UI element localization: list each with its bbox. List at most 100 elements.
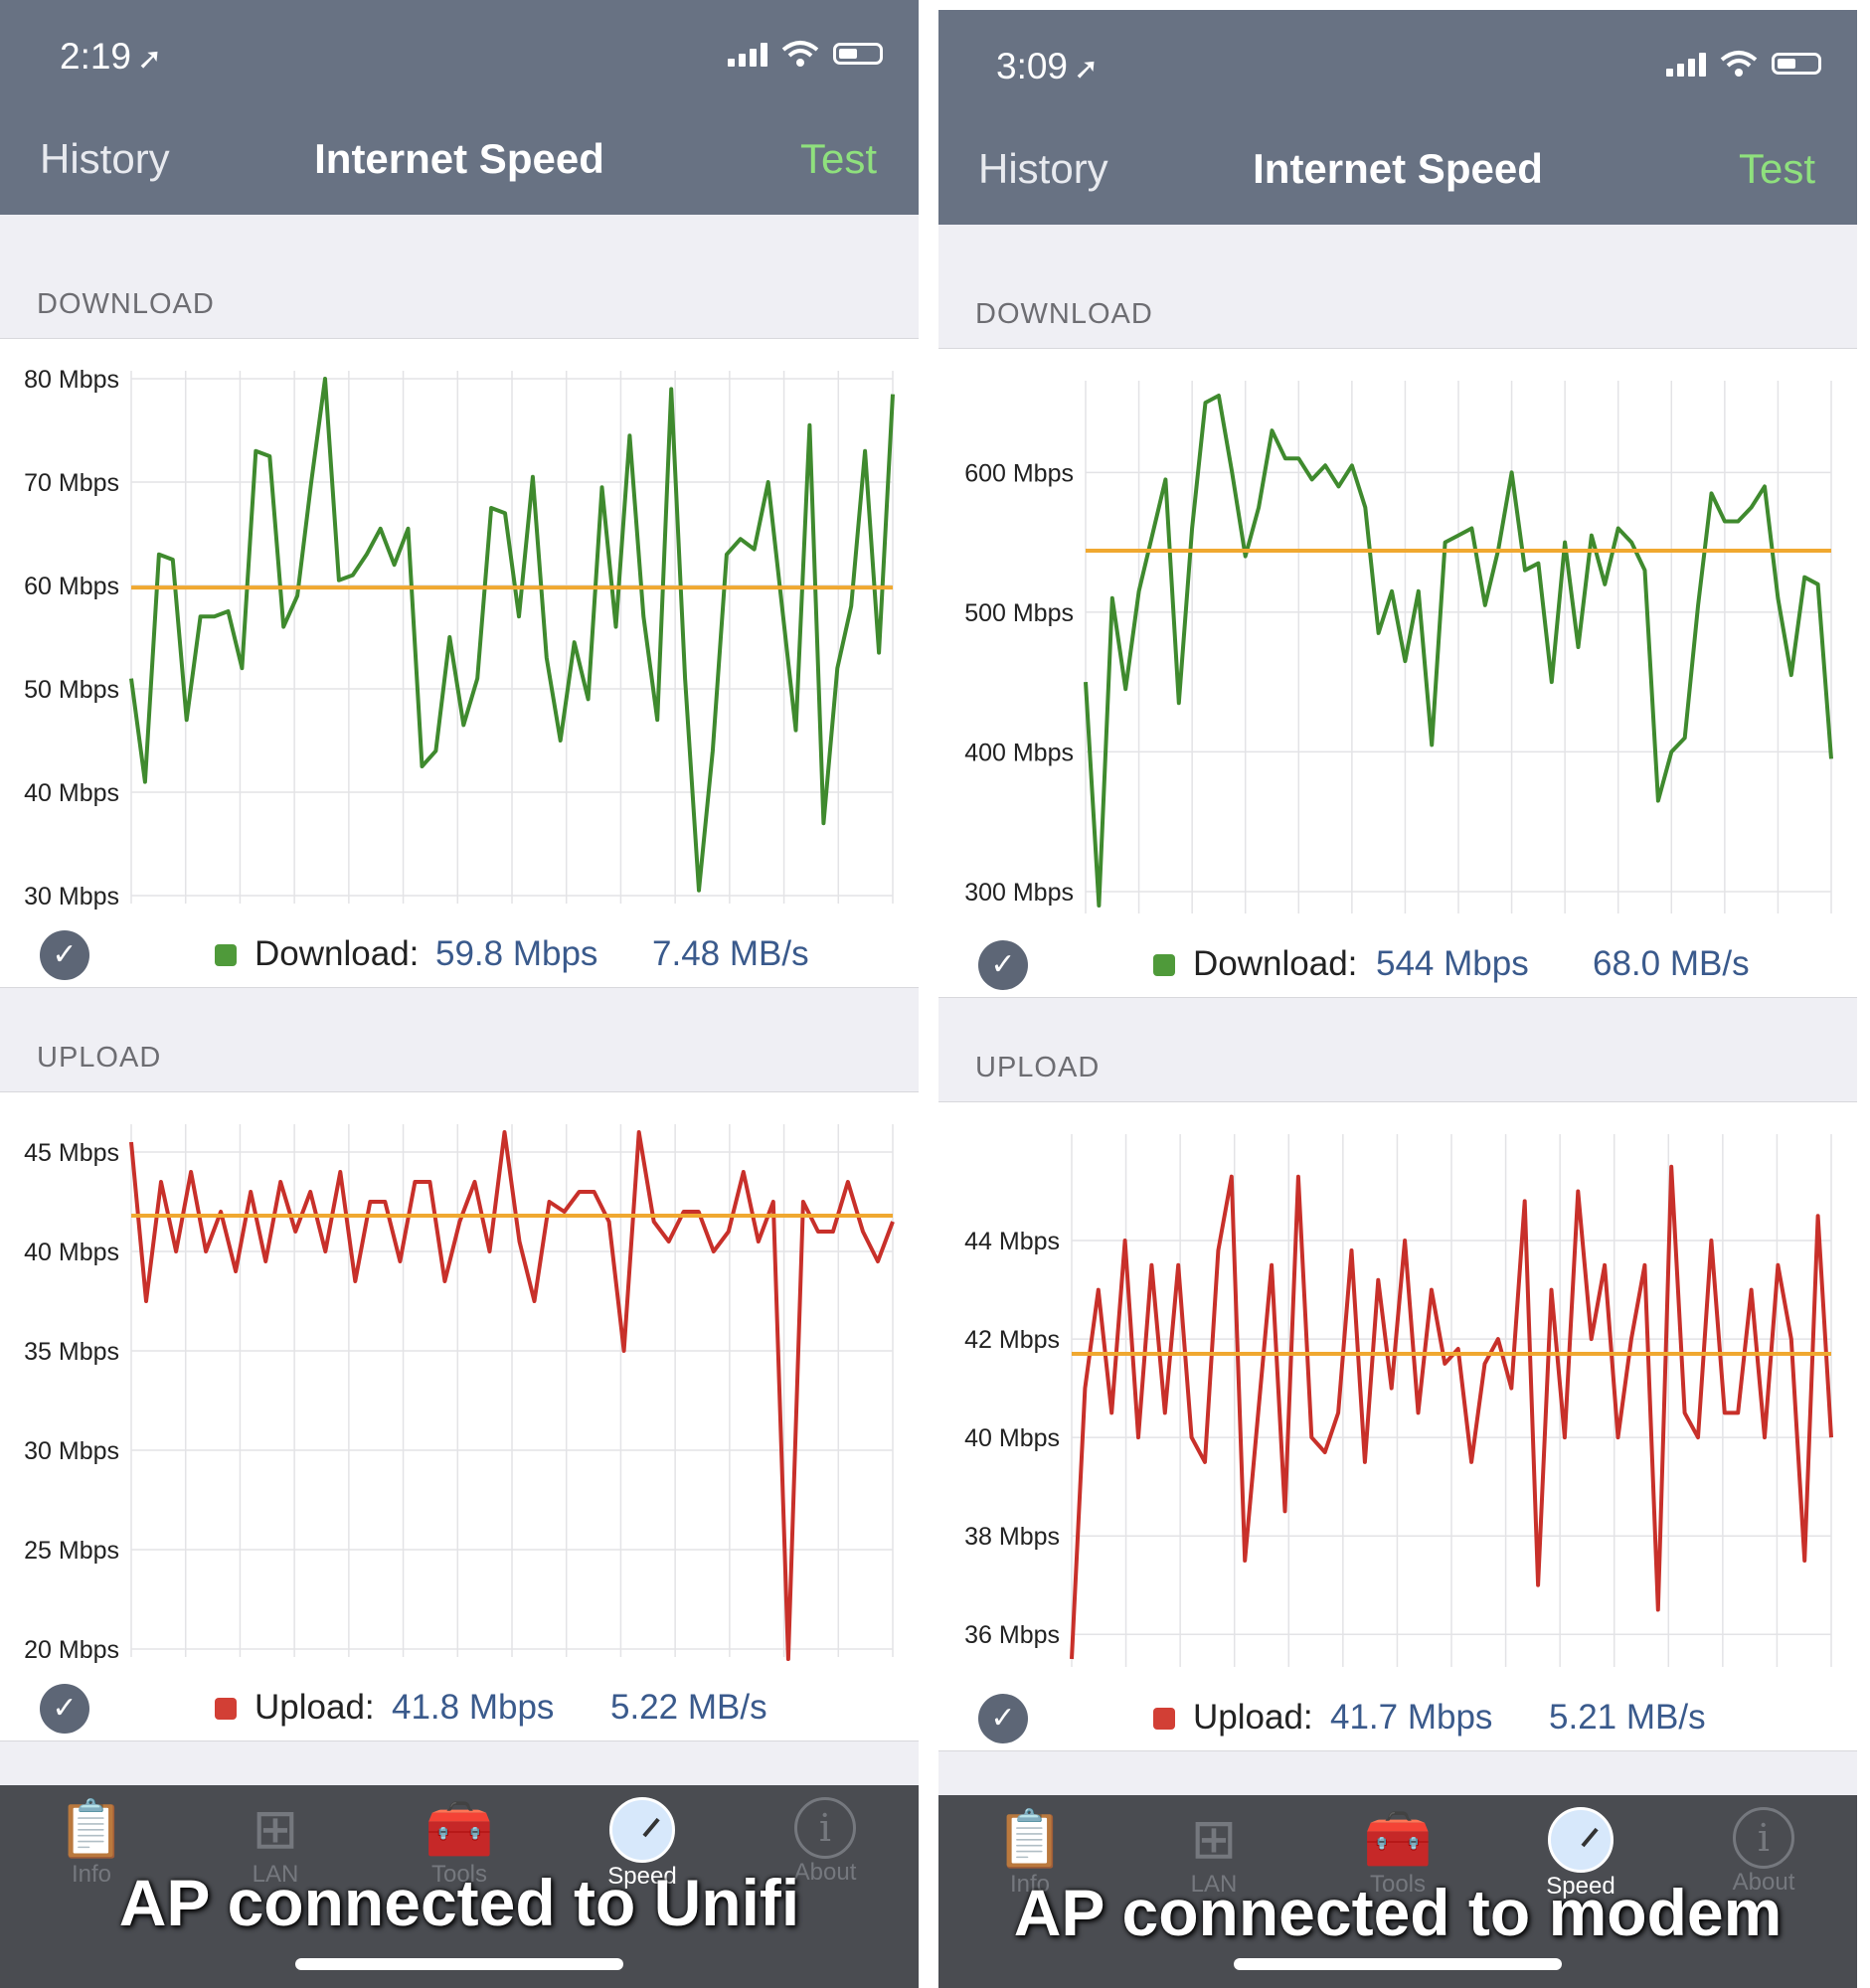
download-rate-value: 68.0 MB/s — [1593, 944, 1750, 983]
download-chart: 80 Mbps 70 Mbps 60 Mbps 50 Mbps 40 Mbps 30 Mb… — [24, 366, 895, 911]
test-button[interactable]: Test — [1738, 145, 1815, 192]
tab-tools[interactable]: 🧰 Tools — [408, 1797, 511, 1889]
upload-rate-value: 5.21 MB/s — [1549, 1698, 1706, 1737]
download-rate-value: 7.48 MB/s — [652, 934, 809, 973]
location-arrow-icon: ➚ — [1074, 53, 1100, 85]
history-button[interactable]: History — [40, 135, 170, 182]
y-tick-label: 80 Mbps — [24, 366, 119, 394]
y-tick-label: 20 Mbps — [24, 1636, 119, 1664]
series-line — [1070, 1164, 1833, 1660]
screenshot-panel-left: 2:19 ➚ History Internet Speed Test DOWNLO… — [0, 0, 919, 1988]
tab-about[interactable]: i About — [1712, 1807, 1815, 1897]
battery-icon — [1772, 53, 1821, 75]
info-icon: i — [794, 1797, 856, 1859]
tab-info[interactable]: 📋 Info — [40, 1797, 143, 1889]
tab-speed[interactable]: Speed — [591, 1797, 694, 1891]
y-tick-label: 38 Mbps — [964, 1523, 1060, 1551]
series-line — [129, 377, 895, 893]
nav-header: 3:09 ➚ History Internet Speed Test — [938, 10, 1857, 225]
clipboard-icon: 📋 — [995, 1807, 1065, 1870]
tab-lan[interactable]: ⊞ LAN — [1162, 1807, 1266, 1899]
upload-speed-value: 41.8 Mbps — [392, 1688, 555, 1727]
caption-text: AP connected to Unifi — [118, 1866, 800, 1939]
y-tick-label: 36 Mbps — [964, 1621, 1060, 1649]
speedometer-icon — [1548, 1807, 1614, 1873]
y-tick-label: 600 Mbps — [964, 459, 1074, 487]
y-tick-label: 400 Mbps — [964, 739, 1074, 766]
wifi-icon — [781, 41, 819, 67]
tab-info[interactable]: 📋 Info — [978, 1807, 1082, 1899]
tab-about[interactable]: i About — [773, 1797, 877, 1887]
y-tick-label: 25 Mbps — [24, 1537, 119, 1565]
download-card: 80 Mbps 70 Mbps 60 Mbps 50 Mbps 40 Mbps 30 Mb… — [0, 338, 919, 988]
checkmark-icon: ✓ — [40, 1684, 89, 1734]
upload-section-label: UPLOAD — [975, 1052, 1101, 1083]
download-card: 600 Mbps 500 Mbps 400 Mbps 300 Mbps ✓ Downl… — [938, 348, 1857, 998]
upload-chart: 45 Mbps 40 Mbps 35 Mbps 30 Mbps 25 Mbps 20 Mb… — [24, 1124, 895, 1664]
y-tick-label: 42 Mbps — [964, 1326, 1060, 1354]
upload-chart: 44 Mbps 42 Mbps 40 Mbps 38 Mbps 36 Mbps — [964, 1134, 1833, 1667]
upload-speed-value: 41.7 Mbps — [1330, 1698, 1493, 1737]
y-tick-label: 44 Mbps — [964, 1228, 1060, 1255]
y-tick-label: 45 Mbps — [24, 1139, 119, 1167]
upload-legend: ✓ Upload: 41.7 Mbps 5.21 MB/s — [938, 1686, 1857, 1755]
download-speed-value: 59.8 Mbps — [435, 934, 598, 973]
checkmark-icon: ✓ — [978, 1694, 1028, 1743]
checkmark-icon: ✓ — [978, 940, 1028, 990]
tab-speed[interactable]: Speed — [1529, 1807, 1632, 1901]
upload-rate-value: 5.22 MB/s — [610, 1688, 767, 1727]
download-chart: 600 Mbps 500 Mbps 400 Mbps 300 Mbps — [964, 381, 1833, 913]
home-indicator[interactable] — [1234, 1958, 1562, 1970]
y-tick-label: 60 Mbps — [24, 573, 119, 600]
toolbox-icon: 🧰 — [425, 1797, 494, 1860]
y-tick-label: 70 Mbps — [24, 469, 119, 497]
upload-card: 44 Mbps 42 Mbps 40 Mbps 38 Mbps 36 Mbps ✓ Up… — [938, 1101, 1857, 1751]
tab-bar: 📋 Info ⊞ LAN 🧰 Tools Speed i About AP connec… — [0, 1785, 919, 1988]
battery-icon — [833, 43, 883, 65]
toolbox-icon: 🧰 — [1363, 1807, 1433, 1870]
upload-legend-label: Upload: — [255, 1688, 375, 1727]
test-button[interactable]: Test — [799, 135, 877, 182]
download-swatch — [1153, 954, 1175, 976]
network-icon: ⊞ — [252, 1797, 299, 1860]
info-icon: i — [1733, 1807, 1794, 1869]
y-tick-label: 500 Mbps — [964, 599, 1074, 627]
network-icon: ⊞ — [1190, 1807, 1238, 1870]
upload-card: 45 Mbps 40 Mbps 35 Mbps 30 Mbps 25 Mbps 20 Mb… — [0, 1091, 919, 1741]
download-section-label: DOWNLOAD — [975, 298, 1153, 330]
status-time: 2:19 ➚ — [60, 36, 163, 77]
upload-legend: ✓ Upload: 41.8 Mbps 5.22 MB/s — [0, 1676, 919, 1745]
nav-header: 2:19 ➚ History Internet Speed Test — [0, 0, 919, 215]
caption-text: AP connected to modem — [1013, 1876, 1783, 1949]
upload-section-label: UPLOAD — [37, 1042, 162, 1074]
clipboard-icon: 📋 — [57, 1797, 126, 1860]
download-speed-value: 544 Mbps — [1376, 944, 1529, 983]
upload-legend-label: Upload: — [1193, 1698, 1313, 1737]
history-button[interactable]: History — [978, 145, 1108, 192]
download-swatch — [215, 944, 237, 966]
home-indicator[interactable] — [295, 1958, 623, 1970]
upload-swatch — [1153, 1708, 1175, 1730]
speedometer-icon — [609, 1797, 675, 1863]
y-tick-label: 35 Mbps — [24, 1338, 119, 1366]
y-tick-label: 30 Mbps — [24, 883, 119, 911]
series-line — [1084, 394, 1833, 908]
tab-tools[interactable]: 🧰 Tools — [1346, 1807, 1449, 1899]
download-legend: ✓ Download: 544 Mbps 68.0 MB/s — [938, 932, 1857, 1002]
y-tick-label: 50 Mbps — [24, 676, 119, 704]
download-legend: ✓ Download: 59.8 Mbps 7.48 MB/s — [0, 922, 919, 992]
wifi-icon — [1720, 51, 1758, 77]
download-legend-label: Download: — [255, 934, 420, 973]
tab-lan[interactable]: ⊞ LAN — [224, 1797, 327, 1889]
download-section-label: DOWNLOAD — [37, 288, 215, 320]
status-icons — [1666, 50, 1821, 78]
screenshot-panel-right: 3:09 ➚ History Internet Speed Test DOWNLO… — [938, 10, 1857, 1988]
checkmark-icon: ✓ — [40, 930, 89, 980]
upload-swatch — [215, 1698, 237, 1720]
status-time: 3:09 ➚ — [996, 46, 1100, 86]
cellular-signal-icon — [1666, 51, 1706, 77]
tab-bar: 📋 Info ⊞ LAN 🧰 Tools Speed i About AP connec… — [938, 1795, 1857, 1988]
cellular-signal-icon — [728, 41, 767, 67]
y-tick-label: 40 Mbps — [964, 1424, 1060, 1452]
series-line — [129, 1130, 895, 1661]
